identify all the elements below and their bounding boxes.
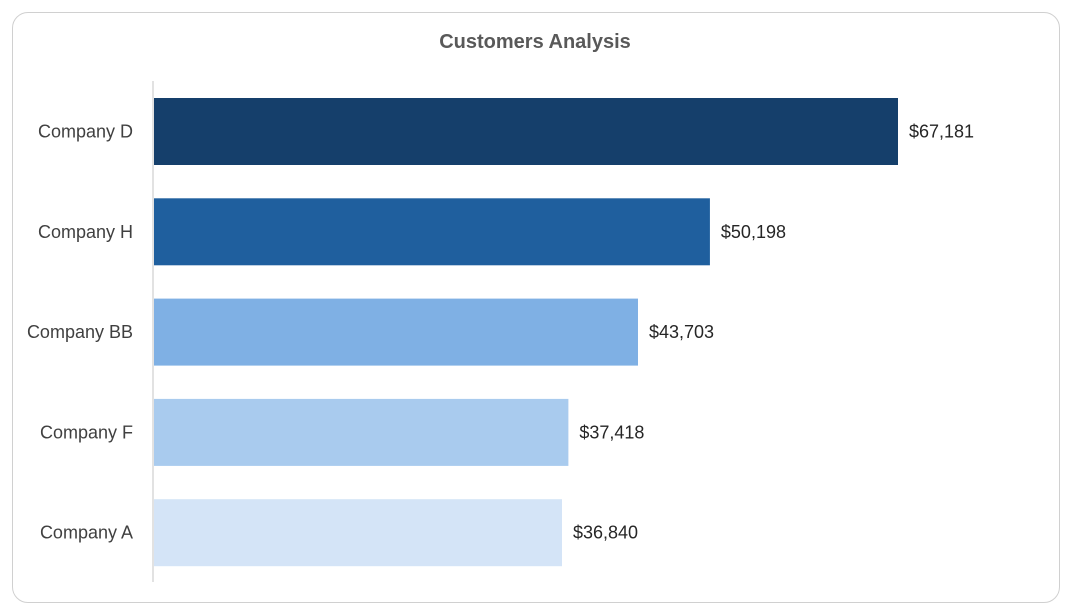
value-label-company-d: $67,181 [909, 122, 974, 142]
category-label-company-a: Company A [40, 523, 133, 543]
value-label-company-a: $36,840 [573, 523, 638, 543]
value-label-company-f: $37,418 [579, 422, 644, 442]
bars-layer [154, 98, 898, 567]
bar-company-h [154, 198, 710, 266]
bar-company-bb [154, 298, 638, 366]
bar-company-f [154, 398, 569, 466]
category-label-company-bb: Company BB [27, 322, 133, 342]
bar-company-d [154, 98, 898, 165]
value-label-company-bb: $43,703 [649, 322, 714, 342]
labels-layer: Company D $67,181 Company H $50,198 Company … [27, 122, 974, 543]
category-label-company-f: Company F [40, 422, 133, 442]
chart-title: Customers Analysis [439, 31, 631, 53]
category-label-company-h: Company H [38, 222, 133, 242]
category-label-company-d: Company D [38, 122, 133, 142]
value-label-company-h: $50,198 [721, 222, 786, 242]
bar-company-a [154, 499, 562, 567]
